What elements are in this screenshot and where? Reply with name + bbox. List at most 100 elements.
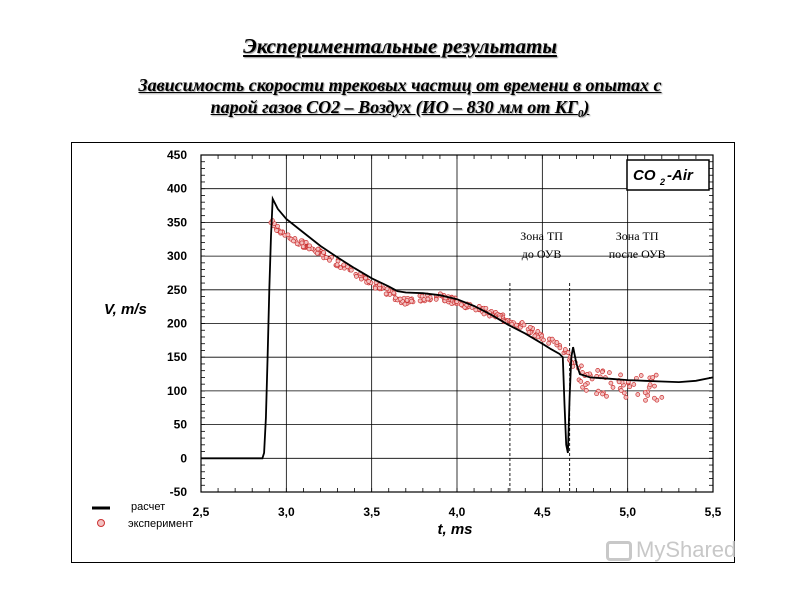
experiment-point — [327, 257, 332, 263]
experiment-point — [578, 379, 584, 384]
experiment-point — [638, 373, 644, 378]
y-tick-label: 300 — [167, 249, 187, 263]
experiment-point — [514, 322, 519, 328]
experiment-point — [421, 297, 427, 302]
x-tick-label: 5,0 — [619, 505, 636, 519]
experiment-point — [595, 368, 601, 373]
experiment-point — [303, 240, 309, 245]
experiment-point — [652, 383, 657, 389]
experiment-point — [425, 296, 431, 302]
x-tick-label: 3,5 — [363, 505, 380, 519]
x-tick-label: 3,0 — [278, 505, 295, 519]
experiment-point — [323, 255, 329, 260]
experiment-point — [366, 279, 372, 284]
experiment-point — [278, 229, 284, 235]
x-tick-label: 5,5 — [705, 505, 722, 519]
legend-calc-label: расчет — [131, 501, 165, 513]
experiment-point — [358, 276, 364, 282]
experiment-point — [348, 267, 354, 273]
legend-marker-swatch — [97, 519, 105, 527]
experiment-point — [483, 305, 489, 311]
experiment-point — [535, 329, 541, 334]
experiment-point — [608, 380, 614, 386]
experiment-point — [549, 336, 555, 342]
experiment-point — [616, 379, 622, 385]
annotation-tail: -Air — [667, 167, 694, 184]
legend-exp-label: эксперимент — [128, 518, 193, 530]
experiment-point — [409, 298, 414, 304]
y-tick-label: -50 — [170, 485, 188, 499]
experiment-point — [417, 298, 423, 304]
y-tick-label: 350 — [167, 215, 187, 229]
experiment-point — [562, 347, 568, 352]
experiment-point — [274, 228, 279, 233]
experiment-point — [618, 388, 624, 393]
zone-label: после ОУВ — [609, 247, 666, 261]
subtitle-line2: парой газов СО2 – Воздух (ИО – 830 мм от… — [210, 97, 578, 117]
subtitle-subscript: 0 — [577, 108, 584, 120]
experiment-point — [659, 395, 665, 400]
y-tick-label: 50 — [174, 418, 188, 432]
experiment-point — [650, 375, 656, 380]
experiment-point — [599, 369, 605, 375]
annotation-box — [626, 159, 710, 191]
chart-subtitle: Зависимость скорости трековых частиц от … — [0, 74, 800, 125]
x-axis-label: t, ms — [437, 521, 472, 538]
y-tick-label: 150 — [167, 350, 187, 364]
experiment-point — [635, 392, 641, 397]
experiment-point — [642, 390, 648, 395]
y-tick-label: 200 — [167, 317, 187, 331]
watermark: MyShared — [606, 537, 736, 563]
experiment-point — [285, 232, 291, 238]
annotation-subscript: 2 — [659, 177, 665, 187]
experiment-point — [294, 241, 300, 247]
experiment-point — [458, 302, 464, 308]
y-axis-label: V, m/s — [104, 301, 147, 318]
plot-border — [200, 154, 714, 493]
experiment-point — [627, 384, 633, 390]
subtitle-line2-tail: ) — [583, 97, 590, 117]
experiment-point — [363, 275, 368, 281]
experiment-point — [621, 390, 627, 396]
zone-label: Зона ТП — [616, 229, 659, 243]
experiment-point — [527, 324, 533, 330]
experiment-point — [532, 333, 538, 339]
experiment-point — [314, 250, 320, 256]
annotation-text: CO — [633, 167, 656, 184]
experiment-point — [334, 262, 340, 268]
experiment-point — [404, 297, 410, 303]
x-tick-label: 4,5 — [534, 505, 551, 519]
experiment-point — [546, 340, 552, 346]
experiment-point — [345, 264, 350, 270]
experiment-point — [473, 307, 479, 313]
experiment-point — [554, 340, 560, 345]
experiment-point — [275, 223, 280, 229]
experiment-point — [383, 291, 389, 297]
chart-frame — [71, 142, 735, 563]
experiment-point — [600, 391, 605, 397]
experiment-point — [307, 243, 312, 249]
experiment-point — [433, 297, 439, 302]
experiment-point — [393, 295, 398, 301]
experiment-point — [643, 397, 648, 403]
subtitle-line1: Зависимость скорости трековых частиц от … — [138, 75, 662, 95]
experiment-point — [583, 388, 589, 393]
experiment-point — [521, 322, 527, 328]
y-tick-label: 250 — [167, 283, 187, 297]
experiment-point — [647, 382, 653, 388]
y-tick-label: 400 — [167, 182, 187, 196]
zone-label: до ОУВ — [522, 247, 562, 261]
experiment-point — [391, 290, 397, 296]
watermark-text: MyShared — [636, 537, 737, 562]
x-tick-label: 4,0 — [449, 505, 466, 519]
y-tick-label: 450 — [167, 148, 187, 162]
experiment-point — [526, 330, 532, 335]
x-tick-label: 2,5 — [193, 505, 210, 519]
experiment-point — [631, 382, 637, 387]
experiment-point — [354, 274, 359, 279]
experiment-point — [557, 345, 563, 351]
zone-label: Зона ТП — [520, 229, 563, 243]
experiment-point — [652, 395, 657, 401]
experiment-point — [582, 382, 588, 388]
